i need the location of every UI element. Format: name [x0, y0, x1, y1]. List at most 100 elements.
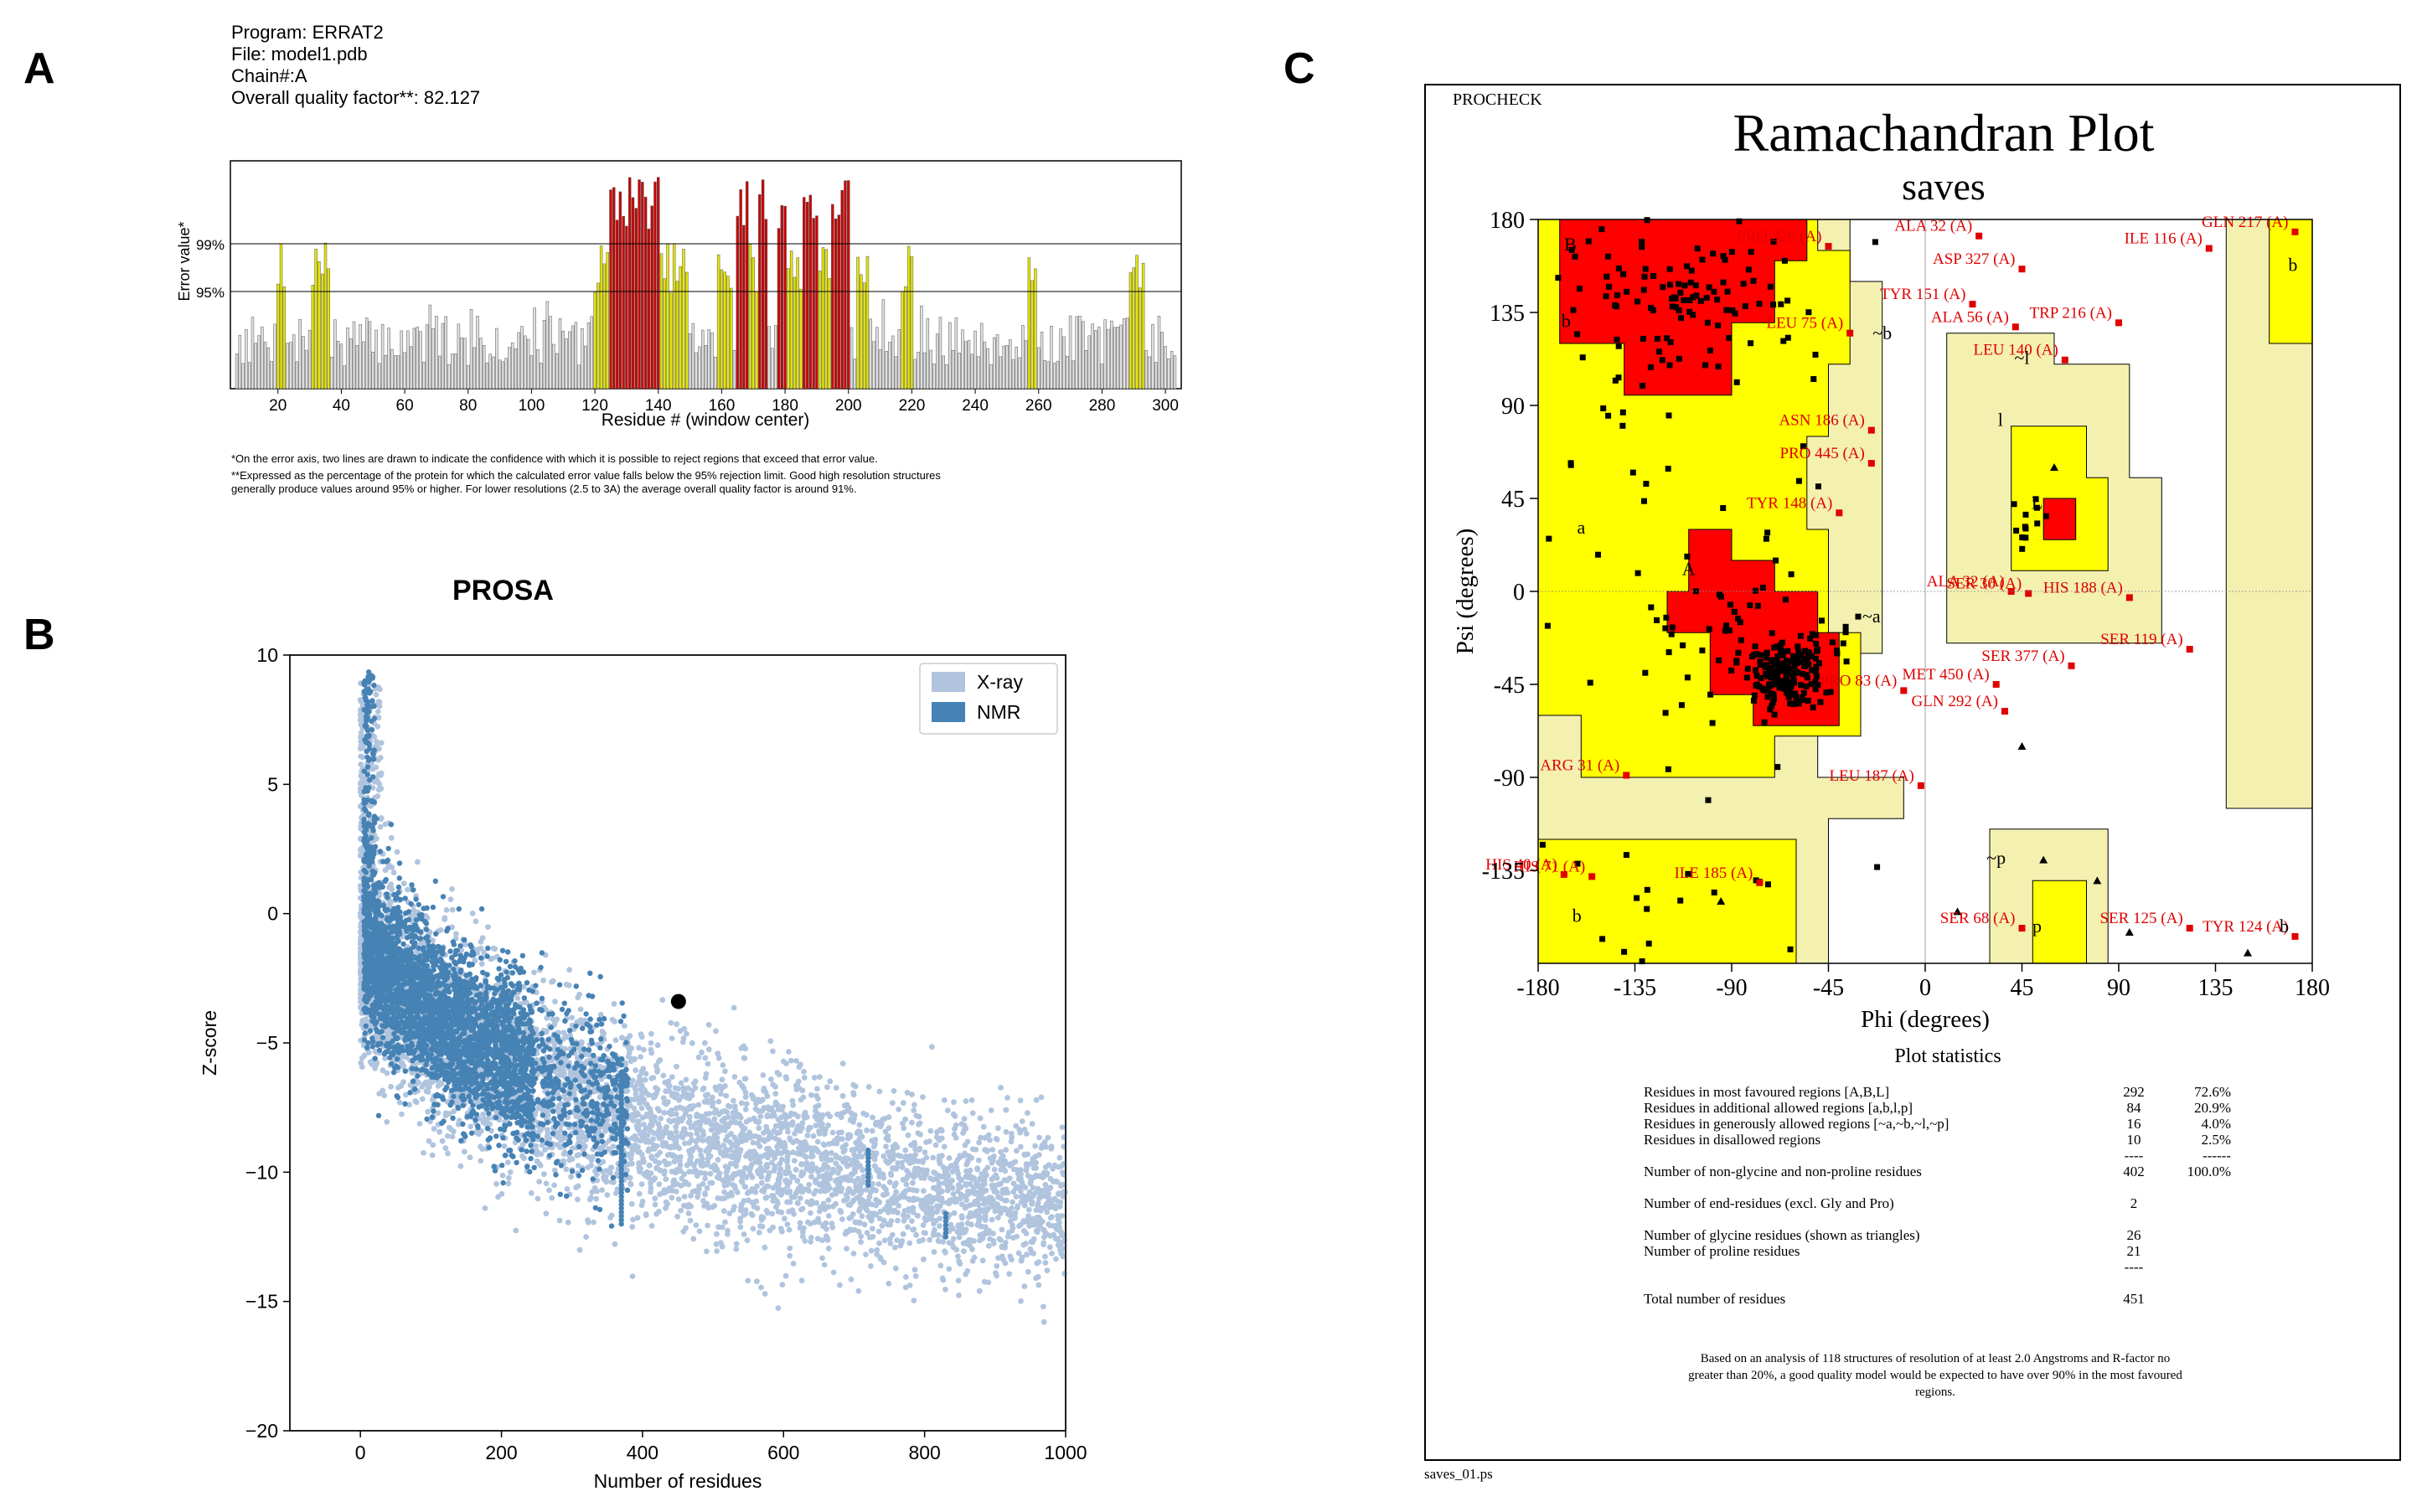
- errat-bar: [235, 353, 239, 390]
- errat-bar: [1100, 364, 1104, 390]
- prosa-xray-point: [996, 1236, 1003, 1242]
- errat-file: File: model1.pdb: [231, 44, 368, 65]
- prosa-xray-point: [376, 703, 383, 710]
- prosa-xray-point: [1017, 1097, 1024, 1104]
- prosa-xray-point: [1053, 1256, 1059, 1262]
- prosa-xray-point: [1025, 1268, 1031, 1275]
- prosa-xray-point: [640, 1066, 647, 1072]
- errat-bar: [469, 309, 473, 390]
- prosa-xray-point: [786, 1209, 792, 1215]
- prosa-xray-point: [1060, 1181, 1066, 1188]
- panel-letter-b: B: [23, 611, 55, 659]
- prosa-xray-point: [910, 1205, 917, 1211]
- prosa-xray-point: [883, 1158, 889, 1164]
- prosa-xray-point: [882, 1128, 889, 1135]
- prosa-xray-point: [669, 1169, 675, 1174]
- prosa-xray-point: [823, 1151, 829, 1158]
- prosa-xray-point: [712, 1084, 719, 1091]
- prosa-xray-point: [995, 1125, 1001, 1132]
- prosa-xray-point: [1028, 1239, 1035, 1245]
- prosa-xray-point: [782, 1178, 788, 1184]
- prosa-xray-point: [813, 1177, 819, 1184]
- errat-bar: [862, 282, 866, 390]
- prosa-xray-point: [724, 1109, 730, 1115]
- prosa-xray-point: [816, 1181, 823, 1187]
- prosa-xray-point: [968, 1155, 975, 1161]
- errat-bar: [818, 271, 822, 390]
- prosa-xray-point: [656, 1181, 663, 1188]
- prosa-xray-point: [1055, 1236, 1061, 1242]
- prosa-xray-point: [856, 1122, 863, 1128]
- prosa-xray-point: [650, 1075, 657, 1081]
- prosa-xray-point: [1041, 1318, 1047, 1325]
- prosa-xray-point: [376, 771, 383, 778]
- prosa-xray-point: [652, 1201, 658, 1208]
- prosa-xray-point: [948, 1163, 954, 1169]
- prosa-xray-point: [726, 1210, 733, 1216]
- prosa-xray-point: [1033, 1172, 1039, 1179]
- prosa-xray-point: [541, 1171, 547, 1178]
- prosa-xray-point: [597, 1011, 604, 1018]
- prosa-xray-point: [654, 1068, 660, 1075]
- errat-bar: [983, 341, 987, 390]
- prosa-xray-point: [604, 1117, 611, 1123]
- prosa-xray-point: [775, 1117, 782, 1122]
- prosa-xray-point: [994, 1201, 1000, 1208]
- prosa-xray-point: [819, 1126, 826, 1132]
- prosa-xray-point: [677, 1104, 683, 1111]
- prosa-xray-point: [951, 1132, 958, 1138]
- errat-bar: [853, 359, 857, 390]
- panel-letter-a: A: [23, 44, 55, 93]
- prosa-xray-point: [845, 1105, 852, 1111]
- prosa-xray-point: [560, 1151, 567, 1157]
- prosa-xray-point: [687, 1158, 694, 1164]
- prosa-xray-point: [631, 1105, 638, 1112]
- prosa-xray-point: [707, 1170, 714, 1177]
- prosa-xray-point: [636, 1160, 643, 1167]
- prosa-xray-point: [622, 1023, 627, 1029]
- prosa-xray-point: [648, 1223, 655, 1229]
- prosa-xray-point: [542, 1147, 548, 1153]
- prosa-xray-point: [906, 1205, 912, 1212]
- errat-bar: [942, 355, 945, 390]
- prosa-xray-point: [430, 1142, 436, 1148]
- prosa-xray-point: [726, 1139, 733, 1145]
- prosa-xray-point: [746, 1117, 752, 1123]
- prosa-xray-point: [505, 1180, 512, 1187]
- prosa-xray-point: [499, 1172, 506, 1179]
- prosa-xray-point: [974, 1165, 980, 1172]
- errat-bar: [1021, 325, 1025, 390]
- prosa-xray-point: [719, 1076, 726, 1083]
- prosa-xray-point: [762, 1244, 768, 1251]
- errat-xtick-label: 220: [899, 397, 926, 415]
- prosa-xray-point: [684, 1107, 690, 1113]
- prosa-xray-point: [543, 1180, 550, 1187]
- prosa-xray-point: [1042, 1181, 1049, 1188]
- prosa-xray-point: [786, 1049, 792, 1055]
- errat-bar: [700, 329, 705, 390]
- prosa-xray-point: [855, 1288, 862, 1294]
- prosa-xray-point: [1044, 1267, 1051, 1273]
- prosa-xray-point: [950, 1191, 957, 1197]
- errat-bar: [805, 202, 809, 390]
- prosa-xray-point: [851, 1179, 858, 1184]
- errat-bar: [476, 316, 479, 390]
- prosa-xray-point: [797, 1195, 803, 1201]
- prosa-xray-point: [1043, 1201, 1050, 1208]
- errat-bar: [254, 343, 257, 390]
- prosa-xray-point: [942, 1250, 948, 1256]
- errat-bar: [932, 364, 936, 390]
- prosa-xray-point: [628, 1055, 634, 1062]
- prosa-xray-point: [641, 1122, 647, 1128]
- prosa-xray-point: [989, 1203, 995, 1210]
- prosa-xray-point: [702, 1075, 709, 1081]
- prosa-xray-point: [880, 1117, 886, 1122]
- prosa-xray-point: [808, 1174, 814, 1180]
- prosa-xray-point: [746, 1189, 752, 1195]
- errat-bar: [540, 363, 543, 390]
- errat-bar: [714, 357, 717, 390]
- prosa-xray-point: [861, 1221, 868, 1228]
- errat-bar: [571, 325, 575, 390]
- prosa-xray-point: [507, 1169, 514, 1175]
- prosa-xray-point: [1027, 1180, 1034, 1187]
